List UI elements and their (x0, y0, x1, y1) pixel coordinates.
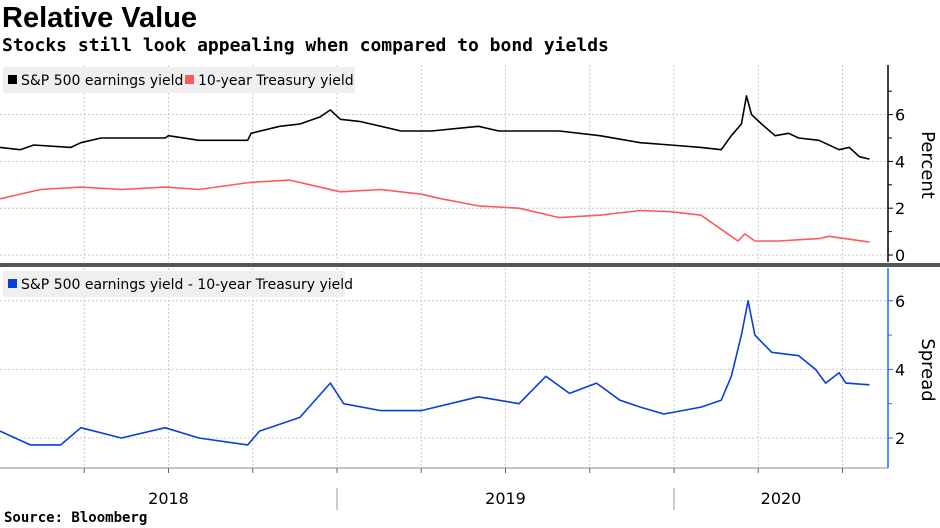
chart-title: Relative Value (2, 2, 198, 34)
x-tick-label: 2018 (148, 489, 189, 508)
x-tick-label: 2019 (485, 489, 526, 508)
source-note: Source: Bloomberg (4, 510, 148, 526)
y-tick-label: 4 (895, 360, 905, 379)
chart-subtitle: Stocks still look appealing when compare… (2, 35, 609, 56)
series-line (0, 95, 870, 160)
legend-swatch-earnings (8, 75, 17, 84)
panel-divider[interactable] (0, 263, 940, 267)
y-tick-label: 6 (895, 106, 905, 125)
y-tick-label: 2 (895, 429, 905, 448)
y-axis-label-spread: Spread (917, 338, 938, 401)
legend-label-treasury: 10-year Treasury yield (198, 73, 354, 89)
y-tick-label: 2 (895, 199, 905, 218)
y-axis-label-percent: Percent (917, 131, 938, 199)
series-line (0, 179, 870, 243)
y-tick-label: 6 (895, 292, 905, 311)
x-tick-label: 2020 (761, 489, 802, 508)
series-line (0, 300, 870, 446)
legend-label-spread: S&P 500 earnings yield - 10-year Treasur… (21, 277, 353, 293)
legend-top: S&P 500 earnings yield 10-year Treasury … (3, 67, 355, 93)
y-tick-label: 4 (895, 152, 905, 171)
legend-label-earnings: S&P 500 earnings yield (21, 73, 183, 89)
y-tick-label: 0 (895, 246, 905, 265)
legend-bottom: S&P 500 earnings yield - 10-year Treasur… (3, 271, 353, 297)
legend-swatch-treasury (185, 75, 194, 84)
legend-swatch-spread (8, 279, 17, 288)
